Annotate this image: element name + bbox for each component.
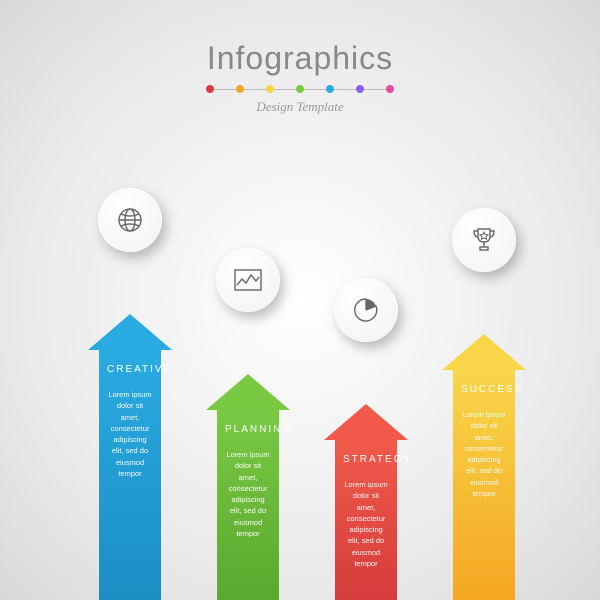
arrow-group: PLANNING Lorem ipsum dolor sit amet, cons… <box>206 180 290 600</box>
arrow-description: Lorem ipsum dolor sit amet, consectetur … <box>225 449 271 539</box>
divider-line <box>304 89 326 90</box>
color-dot <box>356 85 364 93</box>
divider-line <box>274 89 296 90</box>
arrow-body: CREATIVE Lorem ipsum dolor sit amet, cons… <box>99 350 161 600</box>
divider-line <box>244 89 266 90</box>
color-dot <box>266 85 274 93</box>
arrow-head <box>442 334 526 370</box>
divider-line <box>334 89 356 90</box>
icon-circle <box>98 188 162 252</box>
arrow-body: SUCCESS Lorem ipsum dolor sit amet, conse… <box>453 370 515 600</box>
arrow-label: SUCCESS <box>461 384 507 395</box>
color-dot <box>236 85 244 93</box>
arrow-label: PLANNING <box>225 424 271 435</box>
globe-icon <box>116 206 144 234</box>
divider-line <box>364 89 386 90</box>
arrow-description: Lorem ipsum dolor sit amet, consectetur … <box>343 479 389 569</box>
page-subtitle: Design Template <box>0 99 600 115</box>
arrow-description: Lorem ipsum dolor sit amet, consectetur … <box>461 409 507 499</box>
arrow-description: Lorem ipsum dolor sit amet, consectetur … <box>107 389 153 479</box>
arrow-head <box>324 404 408 440</box>
arrow: STRATEGY Lorem ipsum dolor sit amet, cons… <box>324 404 408 600</box>
divider-line <box>214 89 236 90</box>
arrow-body: PLANNING Lorem ipsum dolor sit amet, cons… <box>217 410 279 600</box>
arrow-head <box>88 314 172 350</box>
color-dots-divider <box>0 85 600 93</box>
icon-circle <box>452 208 516 272</box>
chart-line-icon <box>234 269 262 291</box>
pie-chart-icon <box>353 297 379 323</box>
arrow: CREATIVE Lorem ipsum dolor sit amet, cons… <box>88 314 172 600</box>
header: Infographics Design Template <box>0 0 600 115</box>
icon-circle <box>334 278 398 342</box>
page-title: Infographics <box>0 40 600 77</box>
color-dot <box>386 85 394 93</box>
trophy-icon <box>471 226 497 254</box>
color-dot <box>326 85 334 93</box>
arrow: SUCCESS Lorem ipsum dolor sit amet, conse… <box>442 334 526 600</box>
arrow-group: STRATEGY Lorem ipsum dolor sit amet, cons… <box>324 180 408 600</box>
arrow-group: SUCCESS Lorem ipsum dolor sit amet, conse… <box>442 180 526 600</box>
arrow: PLANNING Lorem ipsum dolor sit amet, cons… <box>206 374 290 600</box>
arrow-head <box>206 374 290 410</box>
color-dot <box>296 85 304 93</box>
arrows-container: CREATIVE Lorem ipsum dolor sit amet, cons… <box>0 180 600 600</box>
color-dot <box>206 85 214 93</box>
arrow-body: STRATEGY Lorem ipsum dolor sit amet, cons… <box>335 440 397 600</box>
arrow-label: CREATIVE <box>107 364 153 375</box>
icon-circle <box>216 248 280 312</box>
arrow-label: STRATEGY <box>343 454 389 465</box>
arrow-group: CREATIVE Lorem ipsum dolor sit amet, cons… <box>88 180 172 600</box>
